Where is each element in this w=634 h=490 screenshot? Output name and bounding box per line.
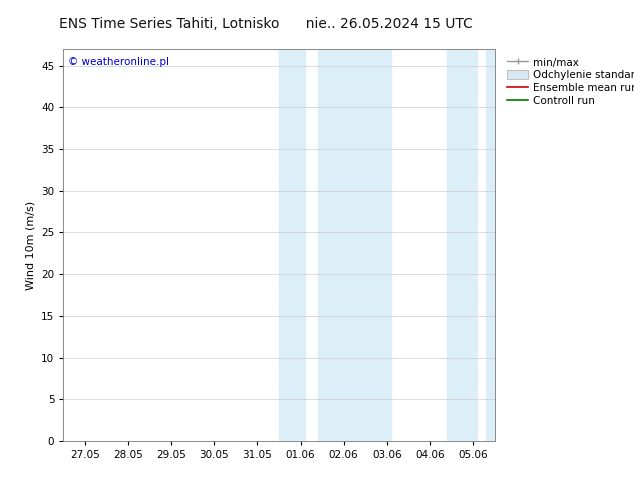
Bar bbox=[318, 49, 391, 441]
Bar bbox=[279, 49, 305, 441]
Y-axis label: Wind 10m (m/s): Wind 10m (m/s) bbox=[25, 200, 36, 290]
Bar bbox=[486, 49, 507, 441]
Legend: min/max, Odchylenie standardowe, Ensemble mean run, Controll run: min/max, Odchylenie standardowe, Ensembl… bbox=[504, 54, 634, 109]
Text: ENS Time Series Tahiti, Lotnisko      nie.. 26.05.2024 15 UTC: ENS Time Series Tahiti, Lotnisko nie.. 2… bbox=[60, 17, 473, 31]
Text: © weatheronline.pl: © weatheronline.pl bbox=[68, 57, 169, 67]
Bar bbox=[447, 49, 477, 441]
